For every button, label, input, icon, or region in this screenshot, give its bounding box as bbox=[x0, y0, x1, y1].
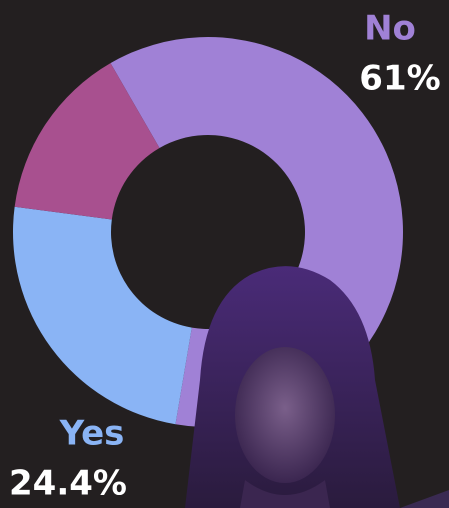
value-label: 24.4% bbox=[9, 464, 127, 504]
photo bbox=[185, 266, 449, 508]
photo-shoulder bbox=[400, 490, 449, 508]
value-label: 61% bbox=[359, 59, 440, 99]
photo-face bbox=[235, 347, 335, 483]
category-label: No bbox=[364, 9, 416, 49]
donut-slice bbox=[14, 63, 160, 220]
photo-neck bbox=[240, 480, 330, 508]
category-label: Yes bbox=[59, 414, 125, 454]
labels: No 61% Yes 24.4% bbox=[9, 9, 441, 504]
donut-slice bbox=[12, 206, 192, 425]
